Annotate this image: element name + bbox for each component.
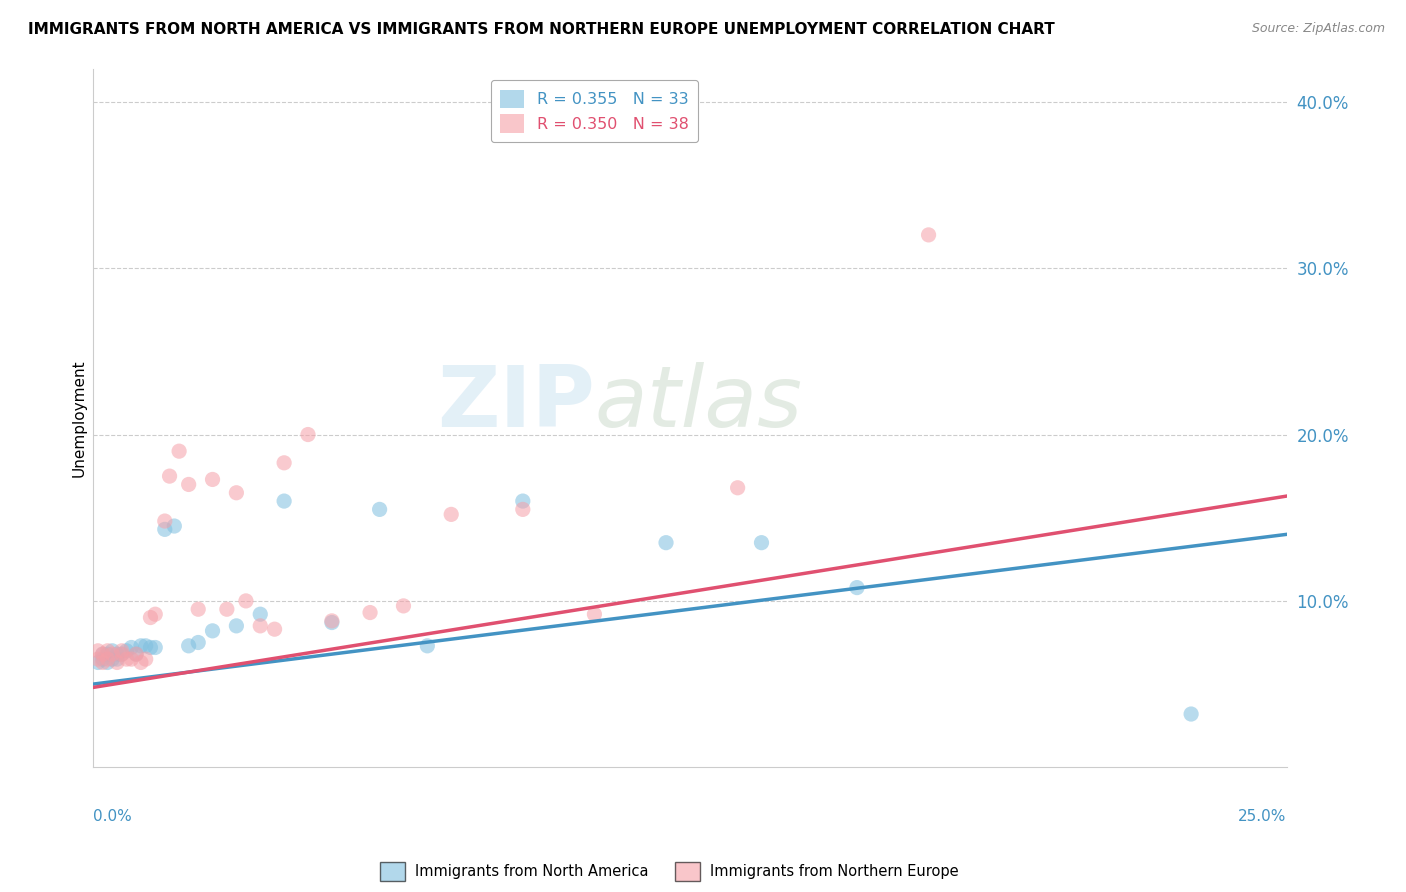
- Point: [125, 647, 148, 661]
- Point: [111, 647, 134, 661]
- Text: 0.0%: 0.0%: [93, 809, 132, 824]
- Point: [159, 469, 181, 483]
- Point: [263, 622, 285, 636]
- Point: [96, 656, 118, 670]
- Point: [139, 610, 162, 624]
- Point: [727, 481, 749, 495]
- Point: [139, 640, 162, 655]
- Point: [101, 652, 124, 666]
- Point: [215, 602, 238, 616]
- Point: [917, 227, 939, 242]
- Point: [201, 473, 224, 487]
- Point: [297, 427, 319, 442]
- Point: [87, 644, 110, 658]
- Text: Source: ZipAtlas.com: Source: ZipAtlas.com: [1251, 22, 1385, 36]
- Point: [101, 647, 124, 661]
- Text: ZIP: ZIP: [437, 362, 595, 445]
- Text: IMMIGRANTS FROM NORTH AMERICA VS IMMIGRANTS FROM NORTHERN EUROPE UNEMPLOYMENT CO: IMMIGRANTS FROM NORTH AMERICA VS IMMIGRA…: [28, 22, 1054, 37]
- Point: [120, 652, 142, 666]
- Point: [135, 639, 157, 653]
- Point: [249, 607, 271, 622]
- Y-axis label: Unemployment: Unemployment: [72, 359, 86, 476]
- Legend: R = 0.355   N = 33, R = 0.350   N = 38: R = 0.355 N = 33, R = 0.350 N = 38: [491, 80, 699, 143]
- Point: [225, 619, 247, 633]
- Point: [368, 502, 391, 516]
- Point: [91, 647, 114, 661]
- Text: Immigrants from Northern Europe: Immigrants from Northern Europe: [710, 864, 959, 879]
- Point: [177, 477, 200, 491]
- Text: 25.0%: 25.0%: [1239, 809, 1286, 824]
- Point: [177, 639, 200, 653]
- Point: [583, 607, 606, 622]
- Point: [512, 494, 534, 508]
- Point: [846, 581, 869, 595]
- Point: [273, 494, 295, 508]
- Point: [153, 514, 176, 528]
- Point: [187, 602, 209, 616]
- Point: [101, 644, 124, 658]
- Point: [96, 644, 118, 658]
- Point: [143, 607, 166, 622]
- Point: [87, 656, 110, 670]
- Point: [167, 444, 190, 458]
- Point: [143, 640, 166, 655]
- Point: [249, 619, 271, 633]
- Point: [111, 644, 134, 658]
- Point: [512, 502, 534, 516]
- Point: [416, 639, 439, 653]
- Point: [1180, 706, 1202, 721]
- Point: [235, 594, 257, 608]
- Point: [115, 652, 138, 666]
- Point: [105, 652, 128, 666]
- Point: [91, 647, 114, 661]
- Point: [440, 508, 463, 522]
- Point: [91, 656, 114, 670]
- Point: [201, 624, 224, 638]
- Point: [125, 647, 148, 661]
- Point: [135, 652, 157, 666]
- Point: [120, 640, 142, 655]
- Point: [225, 485, 247, 500]
- Point: [273, 456, 295, 470]
- Point: [187, 635, 209, 649]
- Point: [96, 652, 118, 666]
- Point: [129, 639, 152, 653]
- Point: [321, 615, 343, 630]
- Text: atlas: atlas: [595, 362, 803, 445]
- Point: [655, 535, 678, 549]
- Point: [111, 647, 134, 661]
- Point: [359, 606, 381, 620]
- Point: [129, 656, 152, 670]
- Point: [105, 656, 128, 670]
- Point: [392, 599, 415, 613]
- Text: Immigrants from North America: Immigrants from North America: [415, 864, 648, 879]
- Point: [321, 614, 343, 628]
- Point: [96, 647, 118, 661]
- Point: [153, 522, 176, 536]
- Point: [163, 519, 186, 533]
- Point: [751, 535, 773, 549]
- Point: [105, 647, 128, 661]
- Point: [91, 652, 114, 666]
- Point: [87, 652, 110, 666]
- Point: [115, 644, 138, 658]
